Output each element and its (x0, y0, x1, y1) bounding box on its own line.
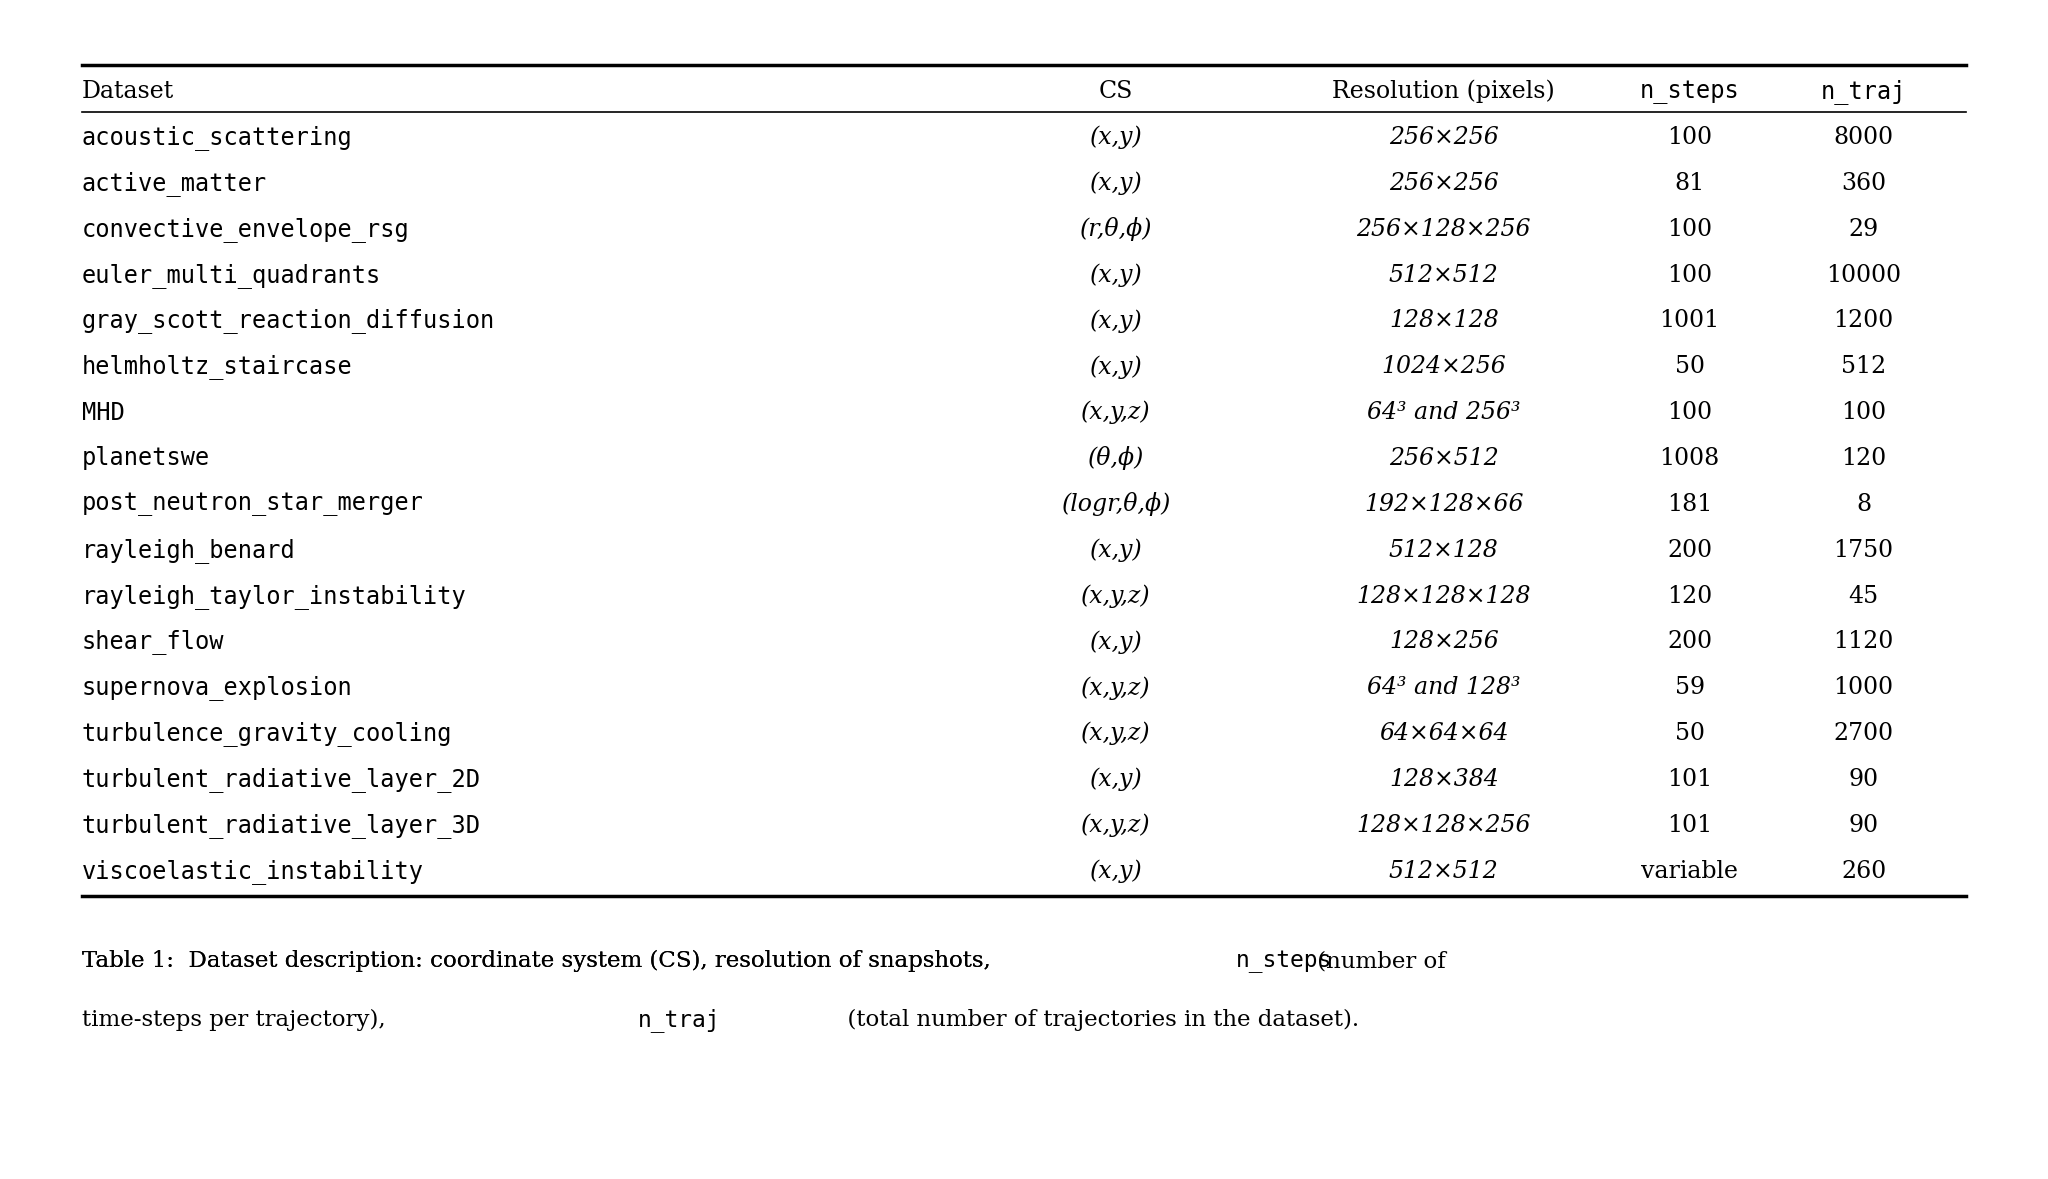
Text: 8: 8 (1855, 493, 1872, 516)
Text: turbulent_radiative_layer_3D: turbulent_radiative_layer_3D (82, 812, 481, 838)
Text: 256×512: 256×512 (1389, 447, 1499, 470)
Text: 1750: 1750 (1833, 539, 1894, 561)
Text: (x,y): (x,y) (1090, 263, 1143, 286)
Text: (θ,ϕ): (θ,ϕ) (1087, 447, 1145, 470)
Text: 1024×256: 1024×256 (1382, 355, 1505, 378)
Text: acoustic_scattering: acoustic_scattering (82, 125, 352, 150)
Text: 101: 101 (1667, 768, 1712, 791)
Text: 90: 90 (1849, 814, 1878, 837)
Text: 1008: 1008 (1659, 447, 1720, 470)
Text: euler_multi_quadrants: euler_multi_quadrants (82, 263, 381, 288)
Text: 1001: 1001 (1659, 309, 1720, 332)
Text: 64³ and 256³: 64³ and 256³ (1368, 401, 1520, 424)
Text: 128×256: 128×256 (1389, 631, 1499, 653)
Text: 200: 200 (1667, 631, 1712, 653)
Text: turbulence_gravity_cooling: turbulence_gravity_cooling (82, 722, 453, 746)
Text: 1200: 1200 (1833, 309, 1894, 332)
Text: 90: 90 (1849, 768, 1878, 791)
Text: (number of: (number of (1311, 950, 1446, 973)
Text: 10000: 10000 (1827, 264, 1901, 286)
Text: 1000: 1000 (1833, 677, 1894, 699)
Text: Table 1:  Dataset description: coordinate system (CS), resolution of snapshots,: Table 1: Dataset description: coordinate… (82, 950, 997, 973)
Text: 45: 45 (1849, 585, 1878, 607)
Text: 256×256: 256×256 (1389, 172, 1499, 195)
Text: Dataset: Dataset (82, 80, 174, 104)
Text: n_steps: n_steps (1640, 80, 1739, 104)
Text: shear_flow: shear_flow (82, 630, 225, 654)
Text: (x,y,z): (x,y,z) (1081, 814, 1151, 837)
Text: time-steps per trajectory),: time-steps per trajectory), (82, 1009, 399, 1032)
Text: 512: 512 (1841, 355, 1886, 378)
Text: (x,y): (x,y) (1090, 126, 1143, 150)
Text: 512×512: 512×512 (1389, 859, 1499, 883)
Text: n_traj: n_traj (1821, 79, 1907, 104)
Text: (x,y): (x,y) (1090, 355, 1143, 378)
Text: rayleigh_benard: rayleigh_benard (82, 538, 295, 562)
Text: 100: 100 (1667, 126, 1712, 149)
Text: (x,y): (x,y) (1090, 309, 1143, 332)
Text: 256×128×256: 256×128×256 (1356, 218, 1532, 241)
Text: (x,y): (x,y) (1090, 859, 1143, 883)
Text: active_matter: active_matter (82, 171, 266, 196)
Text: Resolution (pixels): Resolution (pixels) (1333, 80, 1554, 104)
Text: 360: 360 (1841, 172, 1886, 195)
Text: helmholtz_staircase: helmholtz_staircase (82, 355, 352, 380)
Text: (logr,θ,ϕ): (logr,θ,ϕ) (1061, 493, 1171, 516)
Text: planetswe: planetswe (82, 447, 211, 470)
Text: n_traj: n_traj (637, 1008, 721, 1032)
Text: (x,y,z): (x,y,z) (1081, 676, 1151, 699)
Text: 120: 120 (1841, 447, 1886, 470)
Text: 120: 120 (1667, 585, 1712, 607)
Text: 59: 59 (1675, 677, 1704, 699)
Text: 50: 50 (1675, 722, 1704, 745)
Text: 181: 181 (1667, 493, 1712, 516)
Text: 100: 100 (1667, 264, 1712, 286)
Text: 512×128: 512×128 (1389, 539, 1499, 561)
Text: MHD: MHD (82, 401, 125, 424)
Text: (x,y): (x,y) (1090, 630, 1143, 653)
Text: 64×64×64: 64×64×64 (1378, 722, 1509, 745)
Text: 1120: 1120 (1833, 631, 1894, 653)
Text: (total number of trajectories in the dataset).: (total number of trajectories in the dat… (834, 1009, 1358, 1032)
Text: 512×512: 512×512 (1389, 264, 1499, 286)
Text: (x,y,z): (x,y,z) (1081, 722, 1151, 745)
Text: 100: 100 (1667, 218, 1712, 241)
Text: gray_scott_reaction_diffusion: gray_scott_reaction_diffusion (82, 309, 496, 334)
Text: 200: 200 (1667, 539, 1712, 561)
Text: (x,y): (x,y) (1090, 768, 1143, 791)
Text: CS: CS (1100, 80, 1133, 104)
Text: post_neutron_star_merger: post_neutron_star_merger (82, 493, 424, 516)
Text: Table 1:  Dataset description: coordinate system (CS), resolution of snapshots,: Table 1: Dataset description: coordinate… (82, 950, 997, 973)
Text: n_steps: n_steps (1235, 950, 1331, 973)
Text: 256×256: 256×256 (1389, 126, 1499, 149)
Text: 50: 50 (1675, 355, 1704, 378)
Text: 81: 81 (1675, 172, 1704, 195)
Text: rayleigh_taylor_instability: rayleigh_taylor_instability (82, 584, 467, 608)
Text: 8000: 8000 (1833, 126, 1894, 149)
Text: 260: 260 (1841, 859, 1886, 883)
Text: 29: 29 (1849, 218, 1878, 241)
Text: 100: 100 (1667, 401, 1712, 424)
Text: 128×384: 128×384 (1389, 768, 1499, 791)
Text: turbulent_radiative_layer_2D: turbulent_radiative_layer_2D (82, 768, 481, 792)
Text: supernova_explosion: supernova_explosion (82, 676, 352, 700)
Text: 128×128×256: 128×128×256 (1356, 814, 1532, 837)
Text: 2700: 2700 (1833, 722, 1894, 745)
Text: (x,y): (x,y) (1090, 172, 1143, 196)
Text: 100: 100 (1841, 401, 1886, 424)
Text: 192×128×66: 192×128×66 (1364, 493, 1524, 516)
Text: (r,θ,ϕ): (r,θ,ϕ) (1079, 217, 1153, 242)
Text: convective_envelope_rsg: convective_envelope_rsg (82, 217, 410, 242)
Text: variable: variable (1640, 859, 1739, 883)
Text: (x,y,z): (x,y,z) (1081, 585, 1151, 608)
Text: 128×128: 128×128 (1389, 309, 1499, 332)
Text: 128×128×128: 128×128×128 (1356, 585, 1532, 607)
Text: viscoelastic_instability: viscoelastic_instability (82, 858, 424, 883)
Text: (x,y): (x,y) (1090, 539, 1143, 562)
Text: 101: 101 (1667, 814, 1712, 837)
Text: 64³ and 128³: 64³ and 128³ (1368, 677, 1520, 699)
Text: (x,y,z): (x,y,z) (1081, 401, 1151, 424)
